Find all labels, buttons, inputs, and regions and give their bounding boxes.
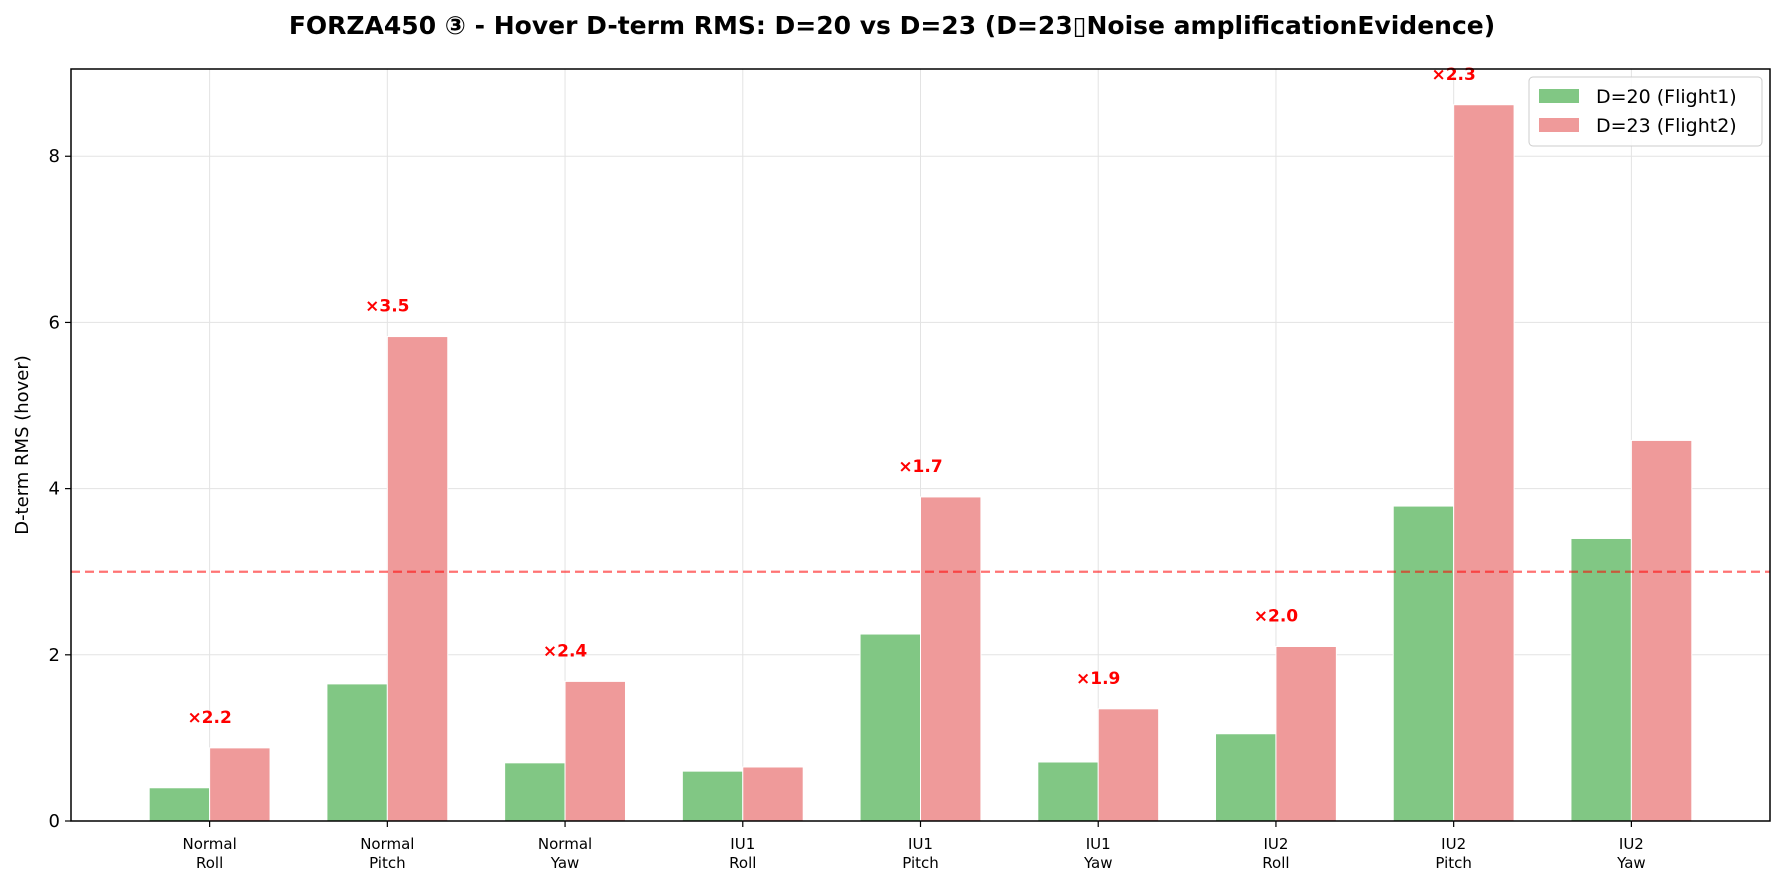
ratio-annotation: ×2.3	[1431, 65, 1475, 85]
legend-swatch-2	[1539, 118, 1579, 132]
x-tick-label: IU1 Yaw	[1083, 835, 1113, 872]
ratio-annotation: ×1.9	[1076, 669, 1120, 689]
y-axis-title: D-term RMS (hover)	[12, 355, 33, 535]
ratio-annotation: ×2.2	[187, 708, 231, 728]
ratio-annotation: ×3.5	[365, 297, 409, 317]
bar-series-2-5	[1097, 708, 1160, 822]
x-tick-label: IU1 Pitch	[902, 835, 939, 872]
legend-label-1: D=20 (Flight1)	[1596, 86, 1737, 108]
legend-swatch-1	[1539, 89, 1579, 103]
y-tick-label: 8	[49, 146, 60, 167]
ratio-annotation: ×1.7	[898, 457, 942, 477]
legend: D=20 (Flight1) D=23 (Flight2)	[1528, 76, 1763, 147]
bar-series-2-3	[742, 766, 804, 822]
bar-series-1-7	[1392, 505, 1455, 822]
bar-series-1-2	[504, 762, 566, 822]
bar-series-1-6	[1215, 733, 1277, 822]
x-tick-label: IU2 Pitch	[1435, 835, 1472, 872]
x-tick-label: Normal Roll	[182, 835, 236, 872]
bars-group	[148, 104, 1693, 822]
bar-series-2-7	[1453, 104, 1515, 822]
ratio-annotation: ×2.4	[543, 641, 588, 661]
bar-series-1-8	[1570, 537, 1632, 822]
axis-ticks: 0 2 4 6 8 Normal Roll Normal Pitch Normal Yaw IU1 Ro…	[49, 146, 1646, 872]
legend-box	[1528, 76, 1763, 147]
bar-series-2-4	[920, 496, 982, 822]
x-tick-label: Normal Yaw	[538, 835, 592, 872]
x-tick-label: IU2 Yaw	[1616, 835, 1646, 872]
bar-series-1-0	[148, 787, 211, 822]
legend-label-2: D=23 (Flight2)	[1596, 115, 1737, 137]
y-tick-label: 4	[49, 479, 60, 500]
x-tick-label: IU2 Roll	[1262, 835, 1289, 872]
bar-series-2-0	[209, 747, 271, 822]
y-tick-label: 2	[49, 645, 60, 666]
bar-series-1-4	[859, 633, 922, 822]
bar-series-2-1	[386, 336, 449, 822]
y-tick-label: 6	[49, 312, 60, 333]
bar-series-2-6	[1275, 646, 1337, 822]
x-tick-label: Normal Pitch	[360, 835, 414, 872]
y-tick-label: 0	[49, 811, 60, 832]
ratio-annotation: ×2.0	[1254, 607, 1299, 627]
chart-title: FORZA450 ③ - Hover D-term RMS: D=20 vs D…	[289, 11, 1495, 40]
bar-series-1-1	[326, 683, 388, 822]
annotations-group: ×2.2 ×3.5 ×2.4 ×1.7 ×1.9 ×2.0 ×2.3	[187, 65, 1475, 728]
bar-series-2-2	[564, 680, 626, 822]
bar-series-1-5	[1037, 761, 1099, 822]
bar-series-2-8	[1630, 439, 1693, 822]
bar-series-1-3	[681, 770, 744, 822]
x-tick-label: IU1 Roll	[729, 835, 756, 872]
